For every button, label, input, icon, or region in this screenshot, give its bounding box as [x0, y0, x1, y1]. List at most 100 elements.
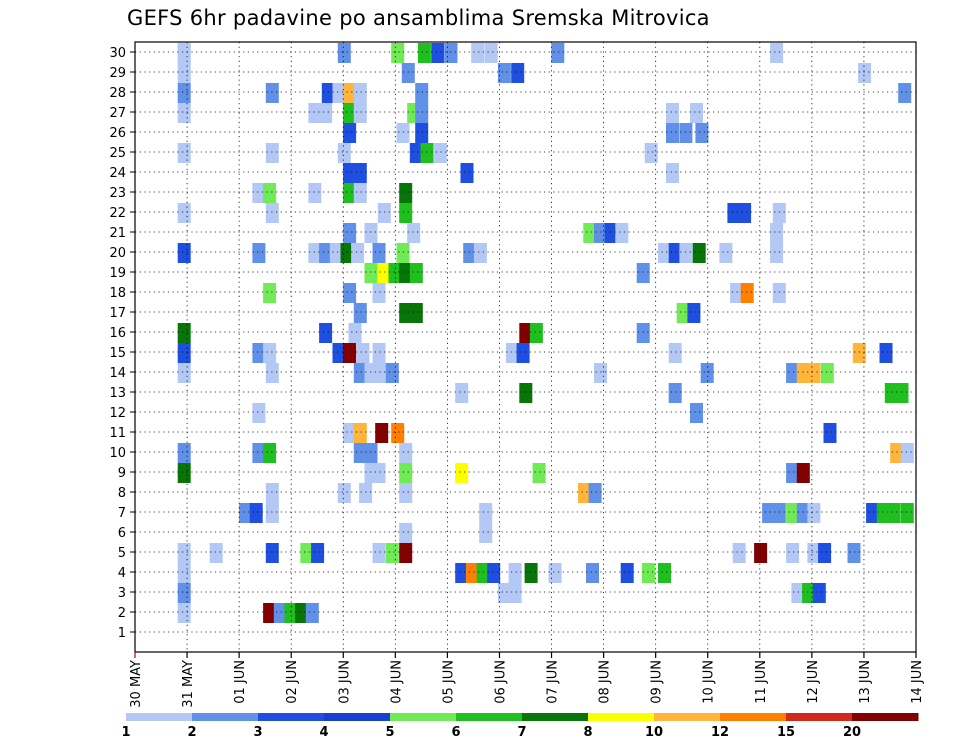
heat-cell	[401, 63, 415, 83]
heat-cell	[252, 183, 266, 203]
heat-cell	[399, 443, 413, 463]
heat-cell	[343, 283, 357, 303]
heat-cell	[479, 523, 493, 543]
heat-cell	[375, 363, 389, 383]
heat-cell	[332, 83, 346, 103]
heat-cell	[460, 163, 474, 183]
heat-cell	[353, 363, 367, 383]
heat-cell	[399, 303, 413, 323]
heat-cell	[399, 263, 413, 283]
heat-cell	[353, 443, 367, 463]
y-tick-label: 21	[109, 226, 126, 241]
colorbar-label: 8	[583, 725, 592, 740]
heat-cell	[586, 563, 599, 583]
colorbar-swatch	[852, 713, 919, 721]
heat-cell	[353, 423, 367, 443]
heat-cell	[594, 223, 607, 243]
heat-cell	[548, 563, 562, 583]
heat-cell	[356, 343, 370, 363]
heat-cell	[399, 183, 413, 203]
y-tick-label: 10	[109, 446, 126, 461]
heat-cell	[866, 503, 880, 523]
colorbar-label: 20	[843, 725, 861, 740]
heat-cell	[786, 503, 800, 523]
heat-cell	[337, 143, 351, 163]
y-tick-label: 8	[118, 486, 126, 501]
heat-cell	[265, 503, 279, 523]
heat-cell	[385, 363, 399, 383]
heat-cell	[308, 103, 322, 123]
heat-cell	[343, 183, 357, 203]
heat-cell	[497, 63, 511, 83]
heat-cell	[796, 503, 810, 523]
heat-cell	[415, 103, 429, 123]
heat-cell	[700, 363, 714, 383]
y-tick-label: 11	[109, 426, 126, 441]
heat-cell	[252, 343, 266, 363]
heat-cell	[615, 223, 629, 243]
heat-cell	[265, 143, 279, 163]
heat-cell	[900, 503, 914, 523]
heat-cell	[391, 423, 405, 443]
heat-cell	[319, 243, 333, 263]
heat-cell	[372, 283, 386, 303]
heat-cell	[417, 43, 431, 63]
heat-cell	[679, 243, 693, 263]
heat-cell	[337, 43, 351, 63]
heat-cell	[666, 123, 679, 143]
heat-cell	[858, 63, 872, 83]
colorbar-swatch	[258, 713, 325, 721]
heat-cell	[455, 383, 469, 403]
heat-cell	[353, 103, 367, 123]
heat-cell	[754, 543, 768, 563]
heat-cell	[377, 203, 391, 223]
heat-cell	[636, 323, 650, 343]
heat-cell	[807, 503, 821, 523]
y-tick-label: 27	[109, 106, 126, 121]
heat-cell	[772, 503, 786, 523]
heat-cell	[319, 103, 333, 123]
heat-cell	[636, 263, 650, 283]
heat-cell	[351, 243, 365, 263]
y-tick-label: 25	[109, 146, 126, 161]
heat-cell	[319, 323, 333, 343]
colorbar-swatch	[192, 713, 259, 721]
heat-cell	[732, 543, 746, 563]
heat-cell	[364, 223, 378, 243]
colorbar-swatch	[522, 713, 589, 721]
colorbar-swatch	[456, 713, 523, 721]
heat-cell	[348, 323, 362, 343]
heat-cell	[604, 223, 618, 243]
heat-cell	[796, 463, 810, 483]
heat-cell	[295, 603, 309, 623]
heat-cell	[719, 243, 733, 263]
heat-cell	[770, 43, 784, 63]
heat-cell	[177, 63, 191, 83]
heat-cell	[791, 583, 805, 603]
y-tick-label: 20	[109, 246, 126, 261]
heat-cell	[177, 143, 191, 163]
heat-cell	[399, 523, 413, 543]
heat-cell	[332, 343, 346, 363]
heat-cell	[399, 463, 413, 483]
heat-cell	[484, 43, 498, 63]
colorbar-swatch	[126, 713, 193, 721]
heat-cell	[511, 63, 525, 83]
heat-cell	[887, 503, 901, 523]
heat-cell	[265, 483, 279, 503]
heat-cell	[177, 103, 191, 123]
heat-cell	[177, 343, 191, 363]
heat-cell	[263, 343, 277, 363]
x-tick-label: 14 JUN	[910, 660, 925, 704]
heat-cell	[668, 383, 682, 403]
heat-cell	[524, 563, 538, 583]
y-tick-label: 12	[109, 406, 126, 421]
heat-cell	[343, 423, 357, 443]
heat-cell	[772, 203, 786, 223]
y-tick-label: 30	[109, 46, 126, 61]
heat-cell	[497, 583, 511, 603]
heat-cell	[372, 543, 386, 563]
x-tick-label: 30 MAY	[129, 660, 144, 708]
heat-cell	[415, 83, 429, 103]
colorbar-label: 2	[187, 725, 196, 740]
